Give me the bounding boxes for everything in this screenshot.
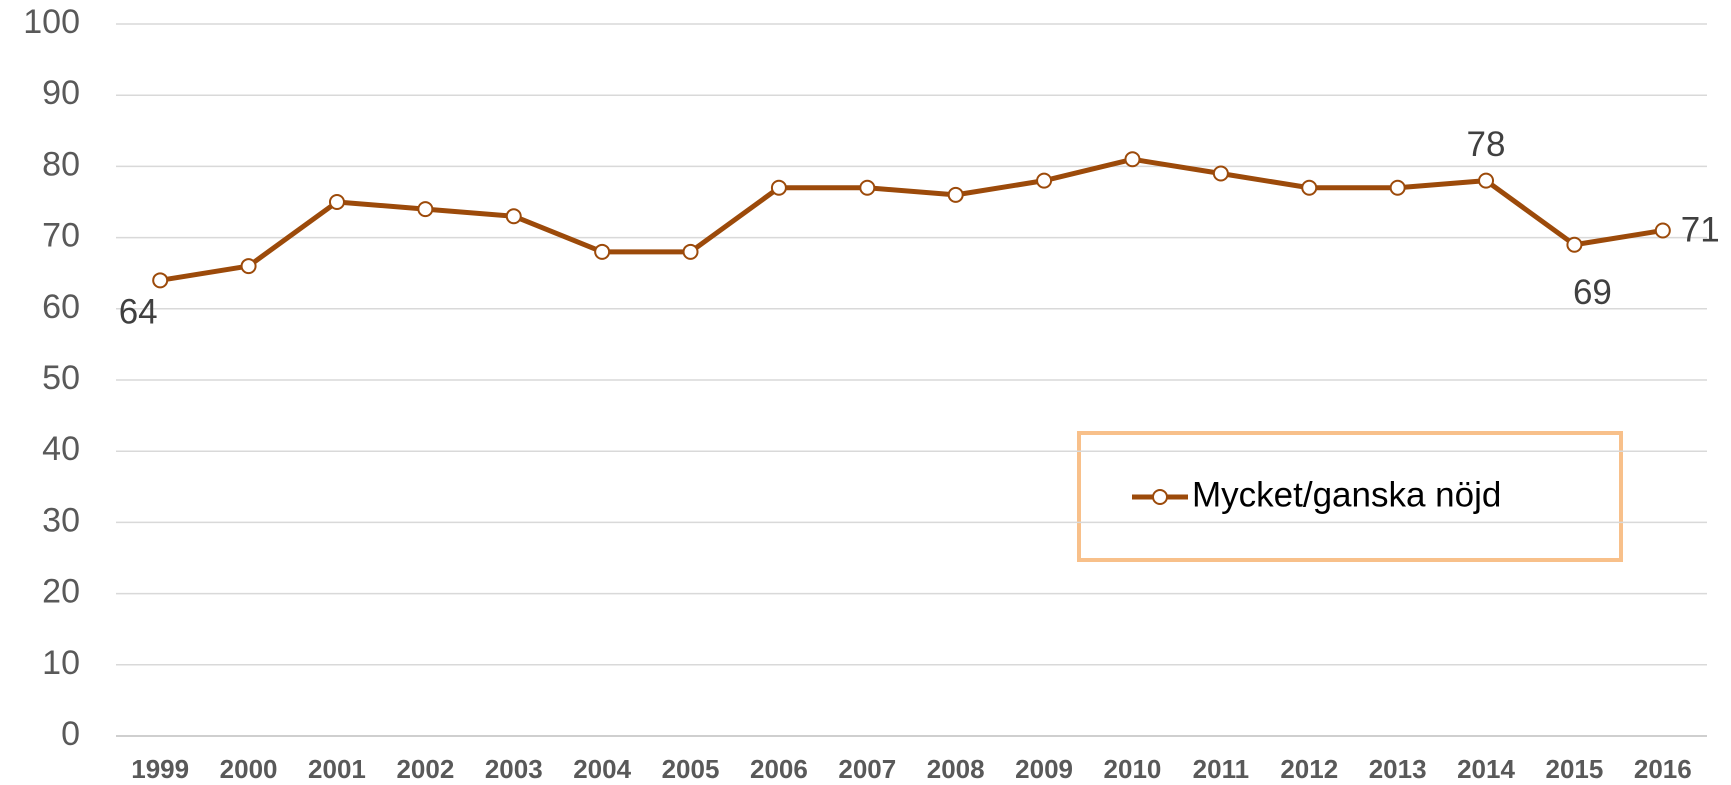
x-tick-label: 2010 [1104, 754, 1162, 784]
x-tick-label: 2002 [396, 754, 454, 784]
y-tick-label: 50 [42, 359, 80, 397]
x-tick-label: 2003 [485, 754, 543, 784]
line [159, 156, 1664, 283]
y-tick-label: 0 [61, 715, 80, 753]
x-tick-label: 2005 [662, 754, 720, 784]
x-tick-label: 2014 [1457, 754, 1515, 784]
marker [1124, 151, 1141, 168]
x-tick-label: 2016 [1634, 754, 1692, 784]
x-tick-label: 2007 [838, 754, 896, 784]
x-tick-label: 2001 [308, 754, 366, 784]
y-tick-label: 40 [42, 430, 80, 468]
x-tick-label: 2006 [750, 754, 808, 784]
marker [594, 243, 611, 260]
marker [417, 201, 434, 218]
marker [770, 179, 787, 196]
y-tick-label: 100 [23, 3, 80, 41]
y-tick-label: 20 [42, 573, 80, 611]
marker [152, 272, 169, 289]
legend-label: Mycket/ganska nöjd [1192, 475, 1501, 514]
data-label: 71 [1681, 211, 1720, 250]
marker [859, 179, 876, 196]
marker [1478, 172, 1495, 189]
y-tick-label: 90 [42, 74, 80, 112]
y-tick-label: 10 [42, 644, 80, 682]
x-tick-label: 2000 [220, 754, 278, 784]
y-tick-label: 80 [42, 145, 80, 183]
marker [947, 186, 964, 203]
marker [240, 258, 257, 275]
x-tick-label: 1999 [131, 754, 189, 784]
marker [1566, 236, 1583, 253]
data-label: 69 [1573, 273, 1612, 312]
legend-marker [1152, 489, 1168, 505]
x-tick-label: 2015 [1545, 754, 1603, 784]
marker [1036, 172, 1053, 189]
x-tick-label: 2012 [1280, 754, 1338, 784]
x-tick-label: 2008 [927, 754, 985, 784]
x-tick-label: 2004 [573, 754, 631, 784]
data-label: 64 [119, 293, 158, 332]
y-tick-label: 60 [42, 288, 80, 326]
marker [1654, 222, 1671, 239]
marker [328, 194, 345, 210]
marker [1301, 179, 1318, 196]
marker [682, 243, 699, 260]
y-tick-label: 30 [42, 501, 80, 539]
x-tick-label: 2013 [1369, 754, 1427, 784]
marker [1212, 165, 1229, 182]
x-tick-label: 2009 [1015, 754, 1073, 784]
marker [505, 208, 522, 225]
y-tick-label: 70 [42, 217, 80, 255]
marker [1389, 179, 1406, 196]
data-label: 78 [1467, 125, 1506, 164]
x-tick-label: 2011 [1193, 754, 1249, 784]
